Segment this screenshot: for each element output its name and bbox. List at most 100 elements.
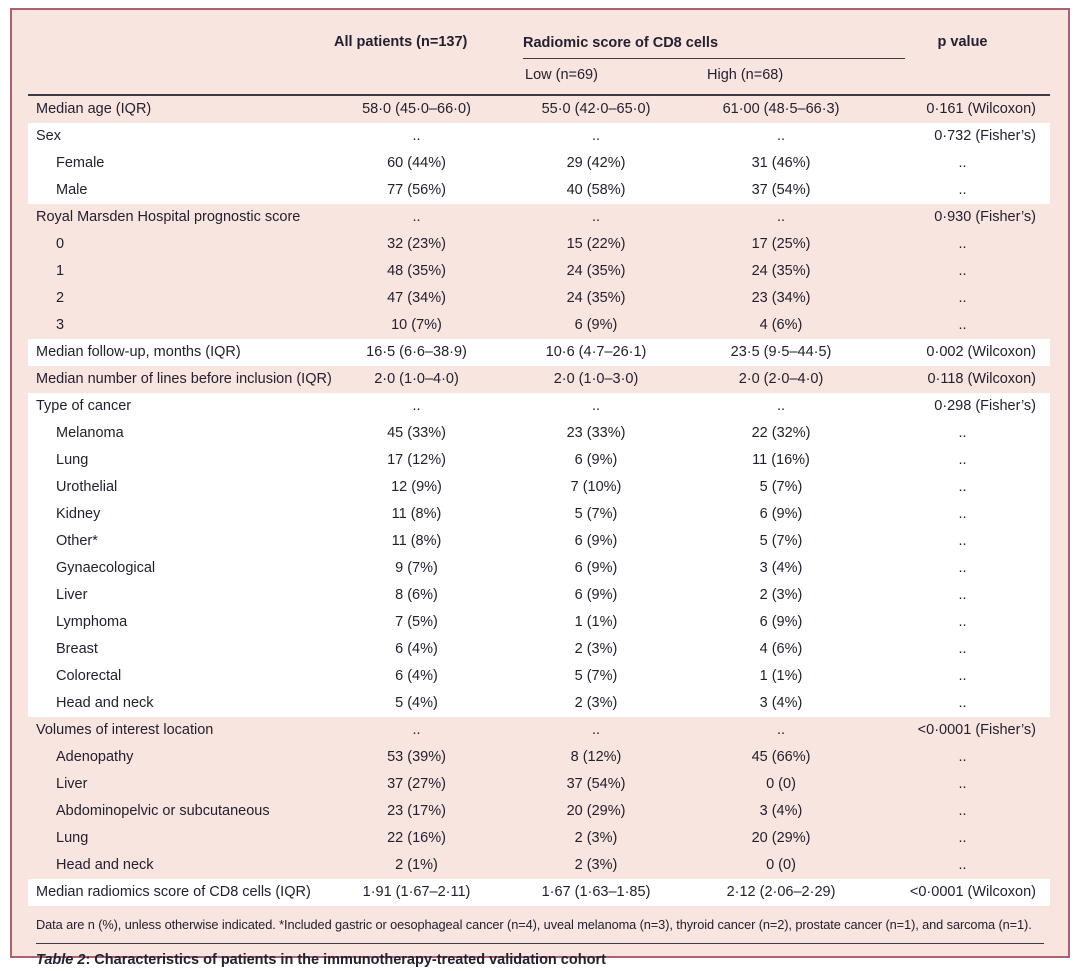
table-caption: Table 2: Characteristics of patients in … xyxy=(36,952,1052,968)
row-label-cell: Lymphoma xyxy=(28,609,328,636)
cell-high-score: 0 (0) xyxy=(766,776,796,793)
cell-low-score: 29 (42%) xyxy=(505,150,687,177)
row-label-cell: Type of cancer xyxy=(28,393,328,420)
cell-low-score: .. xyxy=(505,393,687,420)
cell-p-value: .. xyxy=(958,830,967,847)
table-header: All patients (n=137) Radiomic score of C… xyxy=(28,16,1051,96)
row-label-cell: 3 xyxy=(56,317,65,334)
cell-all-patients: 6 (4%) xyxy=(328,636,505,663)
table-row: Colorectal 6 (4%) 5 (7%) 1 (1%).. xyxy=(28,663,1051,690)
cell-high-score: 4 (6%) xyxy=(759,317,803,334)
cell-all-patients: 2·0 (1·0–4·0) xyxy=(374,371,459,388)
cell-low-score: .. xyxy=(591,722,601,739)
cell-all-patients: 8 (6%) xyxy=(328,582,505,609)
cell-low-score: 55·0 (42·0–65·0) xyxy=(541,101,651,118)
cell-high-score: 3 (4%) xyxy=(759,803,803,820)
cell-all-patients: 6 (4%) xyxy=(328,663,505,690)
cell-p-value: <0·0001 (Fisher’s) xyxy=(917,722,1037,739)
cell-p-value: .. xyxy=(875,555,1051,582)
row-label-cell: Head and neck xyxy=(56,857,154,874)
cell-p-value: .. xyxy=(958,749,967,766)
cell-low-score: .. xyxy=(591,209,601,226)
subheader-low: Low (n=69) xyxy=(505,59,687,96)
header-radiomic-score-group: Radiomic score of CD8 cells xyxy=(505,16,906,59)
table-row: Abdominopelvic or subcutaneous 23 (17%) 20… xyxy=(28,798,1050,825)
subheader-label-spacer xyxy=(28,59,328,96)
cell-p-value: .. xyxy=(875,501,1051,528)
cell-p-value: <0·0001 (Wilcoxon) xyxy=(875,879,1051,906)
table-row: Urothelial 12 (9%) 7 (10%) 5 (7%).. xyxy=(28,474,1051,501)
cell-high-score: 2 (3%) xyxy=(687,582,876,609)
table-row: Lung 17 (12%) 6 (9%) 11 (16%).. xyxy=(28,447,1051,474)
row-label-cell: Female xyxy=(28,150,328,177)
cell-high-score: 22 (32%) xyxy=(687,420,876,447)
table-row: Median follow-up, months (IQR) 16·5 (6·6–… xyxy=(28,339,1051,366)
table-row: Gynaecological 9 (7%) 6 (9%) 3 (4%).. xyxy=(28,555,1051,582)
cell-low-score: 6 (9%) xyxy=(505,555,687,582)
cell-high-score: .. xyxy=(776,722,786,739)
cell-p-value: 0·732 (Fisher’s) xyxy=(875,123,1051,150)
cell-p-value: .. xyxy=(958,857,967,874)
table-row: Royal Marsden Hospital prognostic score.… xyxy=(28,204,1050,231)
row-label-cell: Median age (IQR) xyxy=(36,101,152,118)
table-row: Median number of lines before inclusion … xyxy=(28,366,1050,393)
caption-text: : Characteristics of patients in the imm… xyxy=(85,952,606,968)
cell-low-score: 2 (3%) xyxy=(505,690,687,717)
table-row: Liver 8 (6%) 6 (9%) 2 (3%).. xyxy=(28,582,1051,609)
row-label-cell: Royal Marsden Hospital prognostic score xyxy=(36,209,301,226)
cell-low-score: 2·0 (1·0–3·0) xyxy=(553,371,639,388)
cell-high-score: 3 (4%) xyxy=(687,555,876,582)
cell-high-score: 2·0 (2·0–4·0) xyxy=(738,371,824,388)
cell-all-patients: 32 (23%) xyxy=(387,236,446,253)
table-row: Type of cancer...... 0·298 (Fisher’s) xyxy=(28,393,1051,420)
cell-all-patients: 45 (33%) xyxy=(328,420,505,447)
cell-p-value: .. xyxy=(958,803,967,820)
cell-all-patients: 10 (7%) xyxy=(391,317,442,334)
cell-high-score: 4 (6%) xyxy=(687,636,876,663)
cell-all-patients: 48 (35%) xyxy=(387,263,446,280)
table-row: Female 60 (44%) 29 (42%) 31 (46%).. xyxy=(28,150,1051,177)
cell-high-score: .. xyxy=(687,123,876,150)
cell-high-score: 11 (16%) xyxy=(687,447,876,474)
table-row: Head and neck 2 (1%) 2 (3%) 0 (0).. xyxy=(28,852,1050,879)
cell-low-score: 20 (29%) xyxy=(566,803,626,820)
header-row-group: All patients (n=137) Radiomic score of C… xyxy=(28,16,1050,59)
cell-p-value: .. xyxy=(875,690,1051,717)
cell-p-value: .. xyxy=(875,150,1051,177)
cell-all-patients: 7 (5%) xyxy=(328,609,505,636)
table-row: Melanoma 45 (33%) 23 (33%) 22 (32%).. xyxy=(28,420,1051,447)
row-label-cell: Colorectal xyxy=(28,663,328,690)
subheader-p-spacer xyxy=(875,59,1051,96)
cell-all-patients: 11 (8%) xyxy=(328,501,505,528)
table-row: Male 77 (56%) 40 (58%) 37 (54%).. xyxy=(28,177,1051,204)
cell-high-score: 37 (54%) xyxy=(687,177,876,204)
cell-low-score: 1 (1%) xyxy=(505,609,687,636)
cell-all-patients: .. xyxy=(328,393,505,420)
cell-low-score: 40 (58%) xyxy=(505,177,687,204)
cell-all-patients: 11 (8%) xyxy=(328,528,505,555)
table-row: Liver 37 (27%) 37 (54%) 0 (0).. xyxy=(28,771,1050,798)
row-label-cell: Other* xyxy=(28,528,328,555)
cell-low-score: 6 (9%) xyxy=(505,582,687,609)
cell-low-score: 6 (9%) xyxy=(574,317,618,334)
cell-p-value: .. xyxy=(875,609,1051,636)
cell-all-patients: 23 (17%) xyxy=(387,803,446,820)
cell-all-patients: 60 (44%) xyxy=(328,150,505,177)
table-row: 1 48 (35%) 24 (35%) 24 (35%).. xyxy=(28,258,1050,285)
cell-all-patients: .. xyxy=(328,123,505,150)
cell-low-score: 24 (35%) xyxy=(566,263,626,280)
row-label-cell: Adenopathy xyxy=(56,749,134,766)
subheader-high: High (n=68) xyxy=(687,59,876,96)
table-row: 2 47 (34%) 24 (35%) 23 (34%).. xyxy=(28,285,1050,312)
cell-p-value: 0·298 (Fisher’s) xyxy=(875,393,1051,420)
row-label-cell: Male xyxy=(28,177,328,204)
cell-p-value: .. xyxy=(875,582,1051,609)
cell-p-value: .. xyxy=(875,177,1051,204)
row-label-cell: Kidney xyxy=(28,501,328,528)
cell-low-score: 6 (9%) xyxy=(505,447,687,474)
row-label-cell: Gynaecological xyxy=(28,555,328,582)
cell-all-patients: 58·0 (45·0–66·0) xyxy=(362,101,471,118)
row-label-cell: Breast xyxy=(28,636,328,663)
table-row: Kidney 11 (8%) 5 (7%) 6 (9%).. xyxy=(28,501,1051,528)
row-label-cell: Median radiomics score of CD8 cells (IQR… xyxy=(28,879,328,906)
